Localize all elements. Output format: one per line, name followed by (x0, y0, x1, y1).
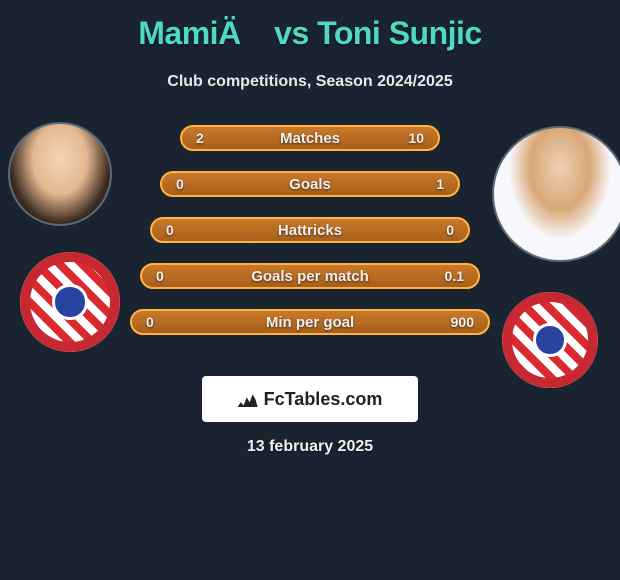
stat-right-value: 1 (436, 176, 444, 192)
club-right-badge-center (533, 323, 566, 356)
stat-right-value: 900 (451, 314, 474, 330)
club-left-badge (20, 252, 120, 352)
stat-left-value: 0 (166, 222, 174, 238)
stat-row: 0 Min per goal 900 (130, 309, 490, 335)
brand-chart-icon (238, 391, 258, 407)
page-subtitle: Club competitions, Season 2024/2025 (0, 73, 620, 91)
stat-right-value: 10 (408, 130, 424, 146)
stat-right-value: 0.1 (445, 268, 464, 284)
stat-row: 0 Hattricks 0 (150, 217, 470, 243)
stat-right-value: 0 (446, 222, 454, 238)
stat-left-value: 0 (176, 176, 184, 192)
page-title: MamiÄ vs Toni Sunjic (0, 0, 620, 55)
stat-label: Goals per match (251, 268, 369, 285)
stat-label: Hattricks (278, 222, 342, 239)
stat-row: 2 Matches 10 (180, 125, 440, 151)
club-right-badge (502, 292, 598, 388)
stat-row: 0 Goals per match 0.1 (140, 263, 480, 289)
club-left-badge-center (52, 284, 87, 319)
stat-label: Matches (280, 130, 340, 147)
player-left-avatar (8, 122, 112, 226)
stat-label: Goals (289, 176, 331, 193)
player-right-avatar (492, 126, 620, 262)
club-right-badge-ring (502, 292, 598, 388)
stats-block: 2 Matches 10 0 Goals 1 0 Hattricks 0 0 G… (130, 125, 490, 355)
stat-row: 0 Goals 1 (160, 171, 460, 197)
club-left-badge-ring (20, 252, 120, 352)
brand-text: FcTables.com (264, 389, 383, 410)
stat-label: Min per goal (266, 314, 354, 331)
stat-left-value: 0 (146, 314, 154, 330)
stat-left-value: 0 (156, 268, 164, 284)
brand-box: FcTables.com (202, 376, 418, 422)
footer-date: 13 february 2025 (0, 438, 620, 456)
stat-left-value: 2 (196, 130, 204, 146)
